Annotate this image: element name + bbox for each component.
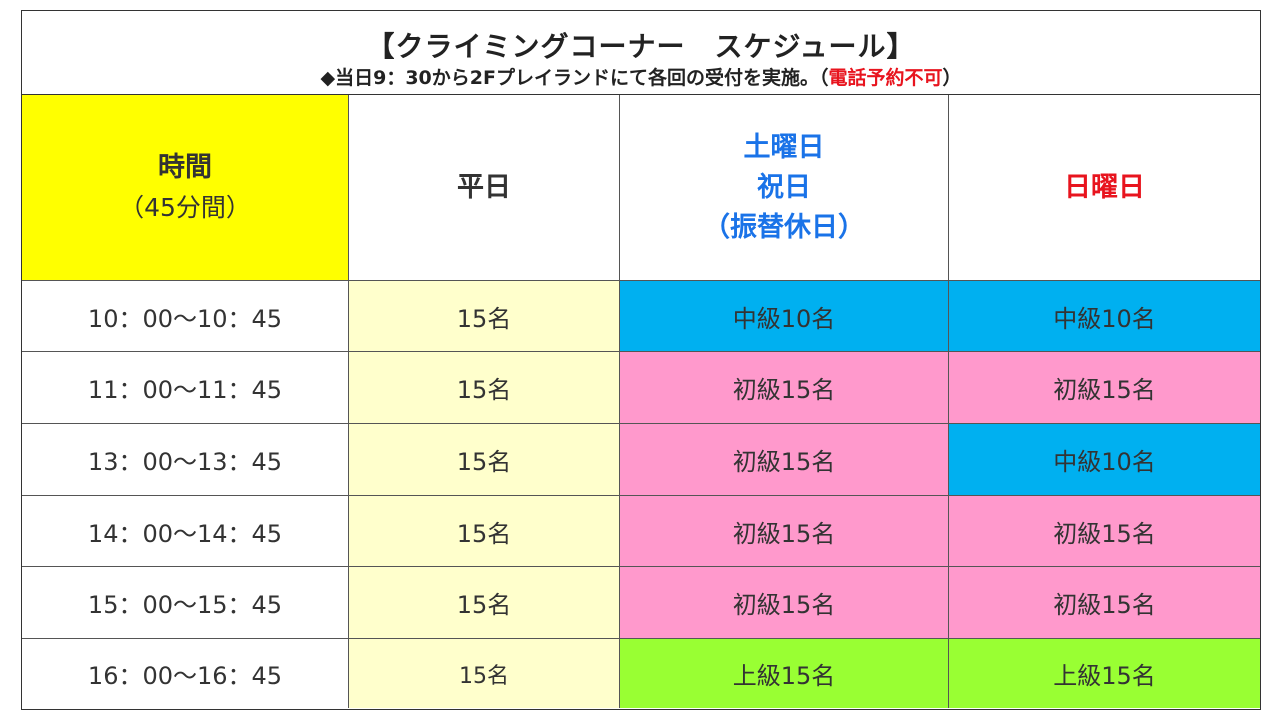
schedule-sheet: 【クライミングコーナー スケジュール】 ◆当日9：30から2Fプレイランドにて各… <box>21 10 1261 710</box>
weekday-cell: 15名 <box>349 281 620 352</box>
weekday-cell: 15名 <box>349 567 620 639</box>
column-header-weekday: 平日 <box>349 95 620 281</box>
saturday-cell: 上級15名 <box>620 639 949 708</box>
time-cell: 11：00～11：45 <box>22 352 349 424</box>
sunday-cell: 上級15名 <box>949 639 1260 708</box>
time-cell: 13：00～13：45 <box>22 424 349 496</box>
column-header-time-sub: （45分間） <box>119 192 251 222</box>
sunday-cell: 中級10名 <box>949 424 1260 496</box>
page-title: 【クライミングコーナー スケジュール】 <box>366 30 916 63</box>
notice-phone-note: 電話予約不可 <box>828 67 943 89</box>
weekday-cell: 15名 <box>349 639 620 708</box>
saturday-cell: 初級15名 <box>620 496 949 567</box>
column-header-time: 時間 （45分間） <box>22 95 349 281</box>
notice-suffix: ） <box>942 67 962 89</box>
column-header-saturday-line2: 祝日 <box>757 171 811 203</box>
saturday-cell: 初級15名 <box>620 352 949 424</box>
column-header-time-label: 時間 <box>158 151 212 183</box>
schedule-header: 【クライミングコーナー スケジュール】 ◆当日9：30から2Fプレイランドにて各… <box>22 11 1260 95</box>
weekday-cell: 15名 <box>349 352 620 424</box>
column-header-sunday: 日曜日 <box>949 95 1260 281</box>
column-header-sunday-label: 日曜日 <box>1064 171 1145 203</box>
sunday-cell: 初級15名 <box>949 567 1260 639</box>
column-header-saturday-line3: （振替休日） <box>703 211 865 243</box>
weekday-cell: 15名 <box>349 496 620 567</box>
weekday-cell: 15名 <box>349 424 620 496</box>
time-cell: 16：00～16：45 <box>22 639 349 708</box>
column-header-saturday-line1: 土曜日 <box>743 131 825 163</box>
saturday-cell: 中級10名 <box>620 281 949 352</box>
sunday-cell: 中級10名 <box>949 281 1260 352</box>
saturday-cell: 初級15名 <box>620 424 949 496</box>
column-header-saturday: 土曜日 祝日 （振替休日） <box>620 95 949 281</box>
column-header-weekday-label: 平日 <box>457 171 511 203</box>
saturday-cell: 初級15名 <box>620 567 949 639</box>
time-cell: 10：00～10：45 <box>22 281 349 352</box>
notice-prefix: ◆当日9：30から2Fプレイランドにて各回の受付を実施。（ <box>320 67 829 89</box>
notice-text: ◆当日9：30から2Fプレイランドにて各回の受付を実施。（電話予約不可） <box>22 63 1260 90</box>
time-cell: 14：00～14：45 <box>22 496 349 567</box>
time-cell: 15：00～15：45 <box>22 567 349 639</box>
sunday-cell: 初級15名 <box>949 496 1260 567</box>
sunday-cell: 初級15名 <box>949 352 1260 424</box>
